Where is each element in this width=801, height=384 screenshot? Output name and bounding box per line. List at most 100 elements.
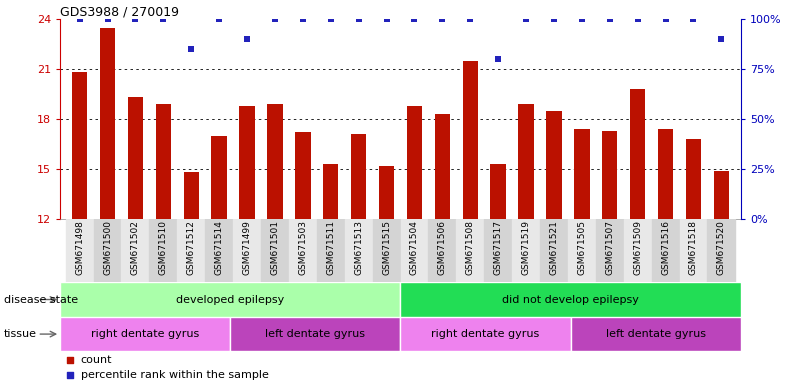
Text: left dentate gyrus: left dentate gyrus: [265, 329, 365, 339]
Text: developed epilepsy: developed epilepsy: [176, 295, 284, 305]
Text: GSM671514: GSM671514: [215, 220, 223, 275]
Point: [487, 299, 500, 305]
Bar: [231, 317, 400, 351]
Text: GSM671511: GSM671511: [326, 220, 336, 275]
Bar: [686, 139, 701, 219]
Bar: [679, 219, 707, 282]
Text: GSM671500: GSM671500: [103, 220, 112, 275]
Bar: [624, 219, 652, 282]
Bar: [177, 219, 205, 282]
Bar: [490, 164, 506, 219]
Text: count: count: [80, 356, 112, 366]
Bar: [205, 219, 233, 282]
Point: [268, 16, 281, 22]
Bar: [239, 106, 255, 219]
Point: [715, 36, 728, 42]
Bar: [268, 104, 283, 219]
Text: GSM671512: GSM671512: [187, 220, 195, 275]
Point: [240, 36, 253, 42]
Text: GSM671516: GSM671516: [661, 220, 670, 275]
Bar: [435, 114, 450, 219]
Bar: [463, 61, 478, 219]
Bar: [127, 98, 143, 219]
Bar: [183, 172, 199, 219]
Point: [185, 46, 198, 52]
Bar: [630, 89, 646, 219]
Point: [324, 16, 337, 22]
Bar: [457, 219, 485, 282]
Bar: [261, 219, 289, 282]
Point: [213, 16, 226, 22]
Text: percentile rank within the sample: percentile rank within the sample: [80, 370, 268, 380]
Text: GSM671519: GSM671519: [521, 220, 530, 275]
Bar: [94, 219, 122, 282]
Point: [436, 16, 449, 22]
Bar: [351, 134, 366, 219]
Text: right dentate gyrus: right dentate gyrus: [432, 329, 540, 339]
Point: [101, 16, 114, 22]
Bar: [596, 219, 624, 282]
Text: GSM671517: GSM671517: [493, 220, 503, 275]
Point: [548, 16, 561, 22]
Bar: [289, 219, 316, 282]
Bar: [574, 129, 590, 219]
Text: GSM671507: GSM671507: [606, 220, 614, 275]
Bar: [233, 219, 261, 282]
Bar: [72, 73, 87, 219]
Point: [157, 16, 170, 22]
Bar: [122, 219, 149, 282]
Bar: [400, 317, 570, 351]
Bar: [60, 317, 231, 351]
Text: GSM671502: GSM671502: [131, 220, 140, 275]
Text: GSM671521: GSM671521: [549, 220, 558, 275]
Point: [464, 16, 477, 22]
Bar: [512, 219, 540, 282]
Text: GSM671506: GSM671506: [438, 220, 447, 275]
Bar: [518, 104, 533, 219]
Bar: [316, 219, 344, 282]
Bar: [707, 219, 735, 282]
Bar: [429, 219, 457, 282]
Bar: [295, 132, 311, 219]
Point: [380, 16, 393, 22]
Bar: [400, 219, 429, 282]
Bar: [60, 282, 400, 317]
Text: GSM671508: GSM671508: [465, 220, 475, 275]
Text: GSM671520: GSM671520: [717, 220, 726, 275]
Point: [352, 16, 365, 22]
Bar: [149, 219, 177, 282]
Point: [603, 16, 616, 22]
Bar: [211, 136, 227, 219]
Text: did not develop epilepsy: did not develop epilepsy: [502, 295, 639, 305]
Bar: [100, 28, 115, 219]
Bar: [344, 219, 372, 282]
Point: [659, 16, 672, 22]
Point: [631, 16, 644, 22]
Text: GSM671498: GSM671498: [75, 220, 84, 275]
Bar: [568, 219, 596, 282]
Bar: [485, 219, 512, 282]
Text: GSM671509: GSM671509: [633, 220, 642, 275]
Bar: [658, 129, 674, 219]
Text: tissue: tissue: [4, 329, 37, 339]
Bar: [540, 219, 568, 282]
Text: GSM671505: GSM671505: [578, 220, 586, 275]
Bar: [714, 170, 729, 219]
Point: [487, 168, 500, 174]
Bar: [570, 317, 741, 351]
Text: GSM671503: GSM671503: [298, 220, 308, 275]
Bar: [155, 104, 171, 219]
Bar: [602, 131, 618, 219]
Text: left dentate gyrus: left dentate gyrus: [606, 329, 706, 339]
Bar: [379, 166, 394, 219]
Text: GSM671510: GSM671510: [159, 220, 168, 275]
Text: disease state: disease state: [4, 295, 78, 305]
Bar: [546, 111, 562, 219]
Bar: [407, 106, 422, 219]
Text: GSM671518: GSM671518: [689, 220, 698, 275]
Point: [408, 16, 421, 22]
Text: GDS3988 / 270019: GDS3988 / 270019: [60, 5, 179, 18]
Point: [687, 16, 700, 22]
Bar: [372, 219, 400, 282]
Text: right dentate gyrus: right dentate gyrus: [91, 329, 199, 339]
